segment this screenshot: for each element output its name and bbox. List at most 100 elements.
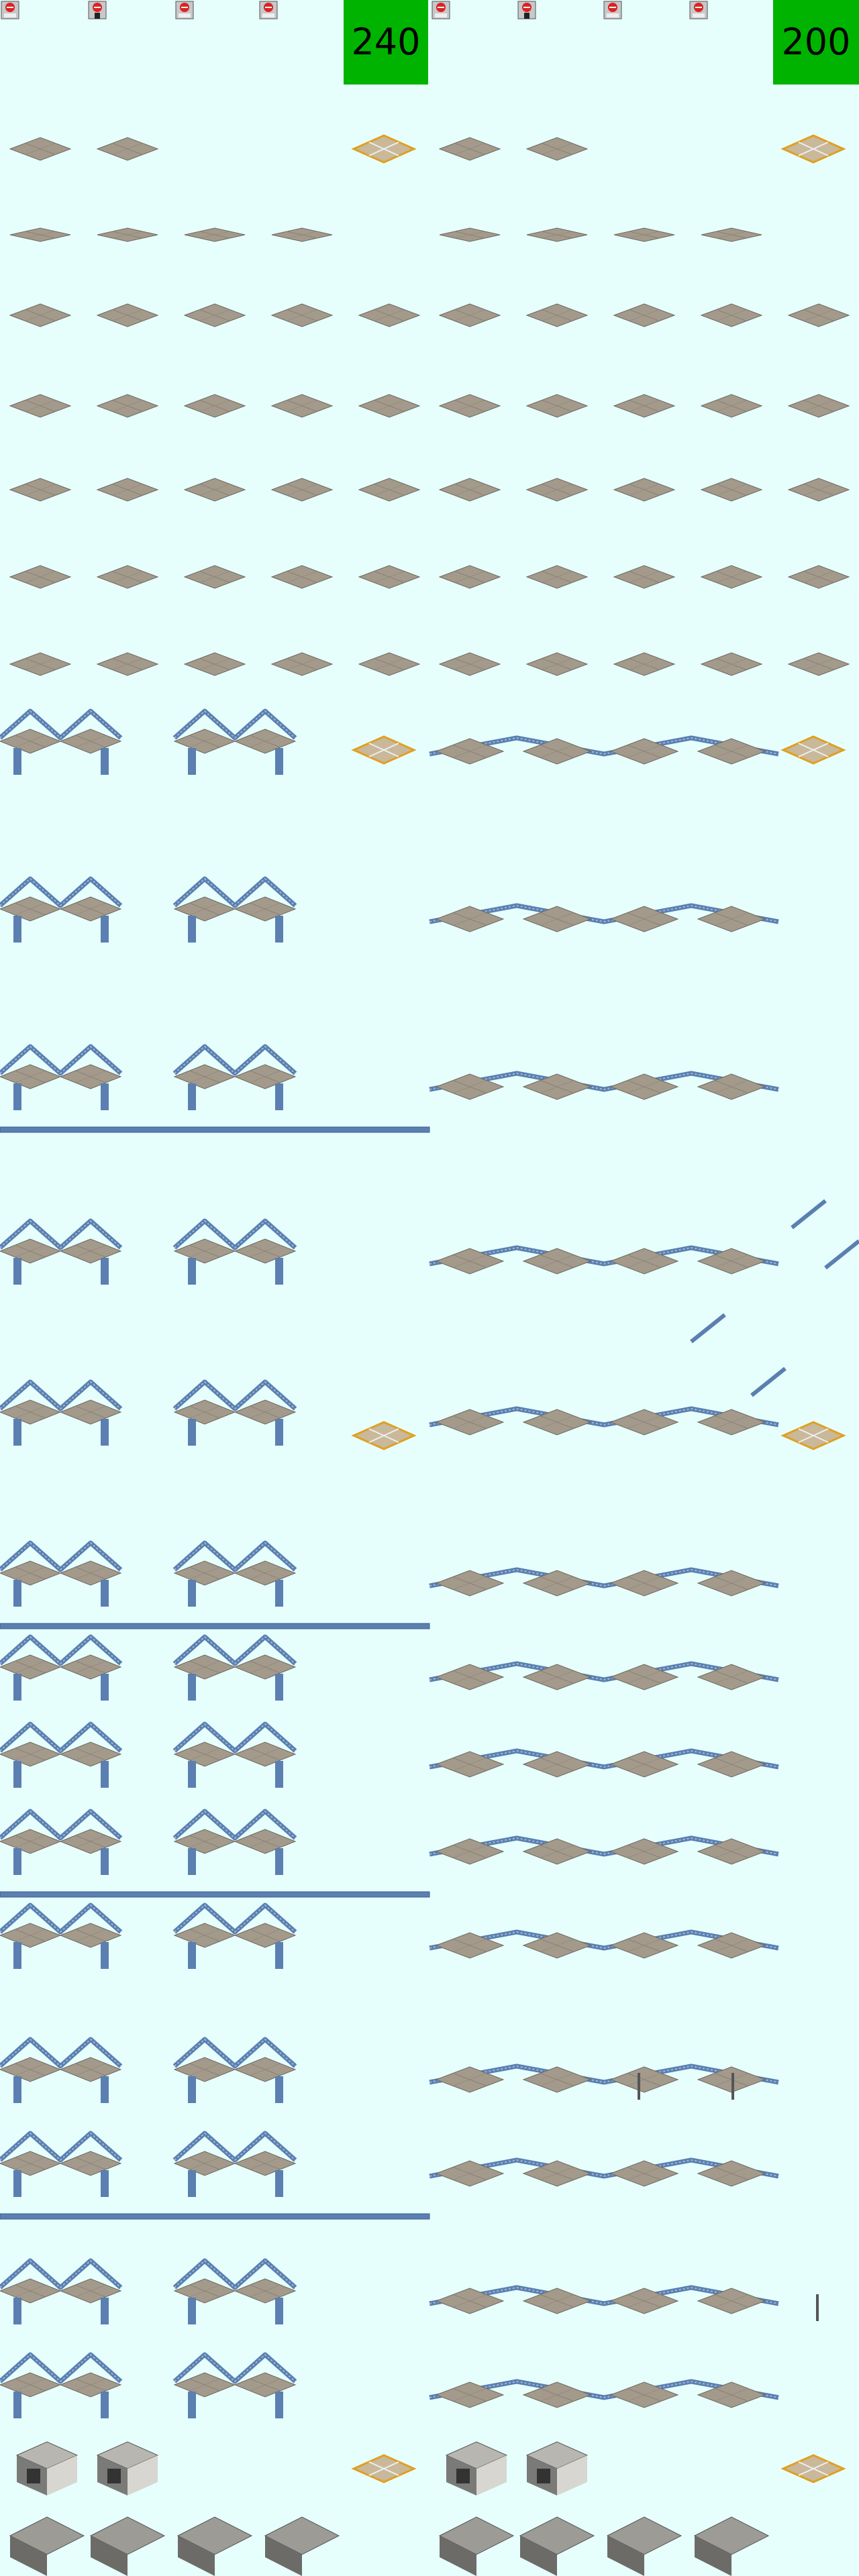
bridge-deck-tile (173, 1741, 236, 1767)
bridge-deck-tile (438, 303, 501, 327)
junction-tile (780, 2454, 846, 2483)
truss-pillar (101, 1083, 109, 1110)
bridge-deck-tile (700, 565, 763, 589)
truss-pillar (13, 748, 21, 775)
truss-pillar (13, 1942, 21, 1969)
bridge-deck-tile (173, 1064, 236, 1089)
bridge-deck-tile (522, 906, 592, 932)
truss-bridge-section (172, 2037, 297, 2069)
truss-bridge-section (0, 2131, 123, 2163)
bridge-deck-tile (96, 137, 159, 161)
bridge-deck-tile (183, 565, 246, 589)
bridge-deck-tile (0, 2057, 62, 2082)
bridge-deck-tile (0, 1923, 62, 1948)
bridge-deck-tile (697, 1932, 766, 1959)
bridge-deck-tile (234, 1238, 297, 1264)
bridge-deck-tile (697, 1570, 766, 1597)
bridge-deck-tile (173, 2151, 236, 2176)
truss-pillar (188, 1258, 196, 1285)
bridge-deck-tile (697, 2066, 766, 2093)
diagonal-girder (824, 1239, 859, 1270)
truss-bridge-section (0, 1044, 123, 1076)
truss-railing (429, 1071, 779, 1092)
ramp-side (520, 2536, 557, 2576)
truss-pillar (188, 1674, 196, 1701)
truss-bridge-section (0, 1634, 123, 1666)
ramp-side (265, 2536, 302, 2576)
bridge-deck-tile (270, 478, 334, 502)
truss-bridge-section (0, 1721, 123, 1754)
bridge-deck-tile (9, 394, 72, 418)
bridge-deck-tile (435, 906, 505, 932)
bridge-deck-tile (435, 1073, 505, 1100)
bridge-deck-tile (525, 478, 589, 502)
truss-pillar (275, 1848, 283, 1875)
truss-bridge-section (172, 1721, 297, 1754)
junction-tile (351, 1421, 417, 1450)
truss-pillar (188, 2170, 196, 2197)
bridge-deck-tile (358, 478, 421, 502)
tunnel-portal (96, 2441, 159, 2469)
bridge-deck-tile (522, 1570, 592, 1597)
bridge-deck-tile (234, 1741, 297, 1767)
junction-tile (351, 2454, 417, 2483)
truss-pillar (13, 1258, 21, 1285)
bridge-deck-tile (522, 1751, 592, 1778)
bridge-deck-tile (59, 1654, 122, 1680)
bridge-deck-tile (522, 1248, 592, 1275)
bridge-deck-tile (697, 1751, 766, 1778)
ramp-side (178, 2536, 215, 2576)
truss-bridge-section (172, 1634, 297, 1666)
truss-pillar (101, 916, 109, 943)
bridge-deck-tile (9, 652, 72, 676)
no-entry-sign-icon (603, 0, 623, 20)
bridge-deck-tile (435, 738, 505, 765)
bridge-deck-tile (59, 2151, 122, 2176)
truss-pillar (275, 2298, 283, 2324)
bridge-deck-tile (96, 303, 159, 327)
truss-pillar (275, 916, 283, 943)
truss-pillar (188, 1083, 196, 1110)
bridge-deck-tile (270, 303, 334, 327)
truss-pillar (13, 1580, 21, 1607)
bridge-deck-tile (787, 652, 850, 676)
bridge-deck-tile (787, 478, 850, 502)
bridge-deck-tile (173, 729, 236, 754)
truss-bridge-section (0, 1809, 123, 1841)
bridge-deck-tile (270, 394, 334, 418)
tunnel-portal (445, 2441, 508, 2469)
ramp-side (440, 2536, 476, 2576)
bridge-deck-tile (173, 1560, 236, 1586)
bridge-deck-tile (0, 896, 62, 922)
bridge-deck-tile (59, 2057, 122, 2082)
truss-pillar (275, 1761, 283, 1788)
truss-pillar (188, 748, 196, 775)
truss-bridge-section (0, 2258, 123, 2290)
truss-bridge-section (172, 1218, 297, 1250)
truss-pillar (188, 1848, 196, 1875)
bridge-deck-tile (700, 394, 763, 418)
bridge-deck-tile (358, 394, 421, 418)
ramp-tile (438, 2516, 515, 2555)
truss-pillar (188, 1942, 196, 1969)
bridge-deck-tile (613, 565, 676, 589)
tunnel-wall (446, 2455, 476, 2496)
tunnel-wall (97, 2455, 128, 2496)
bridge-deck-tile (700, 303, 763, 327)
truss-railing (429, 903, 779, 924)
truss-bridge-section (0, 708, 123, 741)
bridge-deck-tile (525, 565, 589, 589)
bridge-deck-tile (96, 478, 159, 502)
diagonal-girder (690, 1313, 726, 1344)
bridge-deck-tile (613, 303, 676, 327)
bridge-deck-tile (613, 478, 676, 502)
bridge-deck-tile (526, 227, 588, 242)
truss-pillar (188, 1419, 196, 1446)
speed-badge-left: 240 (344, 0, 428, 85)
bridge-deck-tile (609, 1838, 679, 1865)
truss-bridge-section (172, 2258, 297, 2290)
bridge-deck-tile (438, 137, 501, 161)
bridge-deck-tile (697, 1838, 766, 1865)
ramp-side (10, 2536, 47, 2576)
bridge-deck-tile (59, 1238, 122, 1264)
